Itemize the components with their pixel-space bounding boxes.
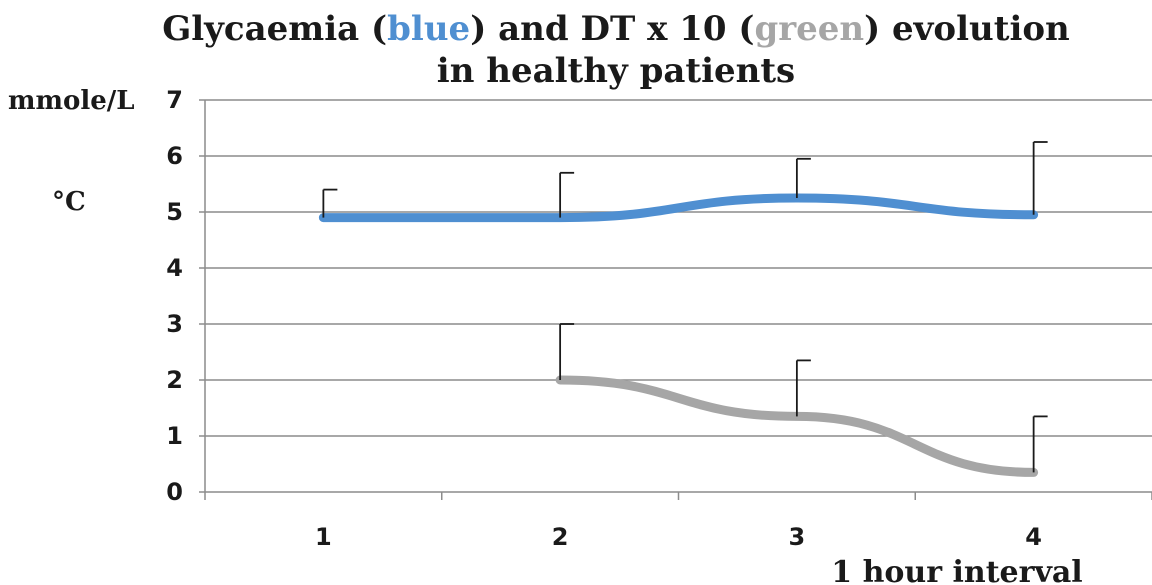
y-tick-label-0: 0 xyxy=(166,478,183,506)
gridlines xyxy=(205,99,1152,437)
x-tick-label-4: 4 xyxy=(1025,523,1042,551)
y-tick-label-6: 6 xyxy=(166,142,183,170)
series-line-glycaemia xyxy=(318,193,1039,223)
series xyxy=(318,141,1048,477)
y-tick-label-7: 7 xyxy=(166,86,183,114)
series-line-dt xyxy=(555,375,1039,477)
axes xyxy=(199,99,1152,500)
y-tick-label-5: 5 xyxy=(166,198,183,226)
y-axis-label-primary: mmole/L xyxy=(8,86,135,116)
y-tick-label-2: 2 xyxy=(166,366,183,394)
chart-title-part-0: Glycaemia ( xyxy=(162,9,387,49)
x-tick-label-3: 3 xyxy=(789,523,806,551)
y-tick-label-1: 1 xyxy=(166,422,183,450)
chart-title-line-1: Glycaemia (blue) and DT x 10 (green) evo… xyxy=(162,9,1070,49)
chart-title-part-2: ) and DT x 10 ( xyxy=(470,9,754,49)
y-axis-label-secondary: °C xyxy=(52,187,86,217)
y-tick-label-3: 3 xyxy=(166,310,183,338)
x-tick-label-2: 2 xyxy=(552,523,569,551)
chart-title-line-2: in healthy patients xyxy=(437,51,795,91)
chart-title-part-4: ) evolution xyxy=(864,9,1070,49)
y-tick-label-4: 4 xyxy=(166,254,183,282)
x-tick-label-1: 1 xyxy=(315,523,332,551)
tick-labels: 0 1 2 3 4 5 6 7 1 2 3 4 xyxy=(166,86,1042,551)
x-axis-label: 1 hour interval xyxy=(831,555,1082,585)
chart-title-part-3: green xyxy=(754,9,864,49)
chart-title-part-1: blue xyxy=(387,9,470,49)
